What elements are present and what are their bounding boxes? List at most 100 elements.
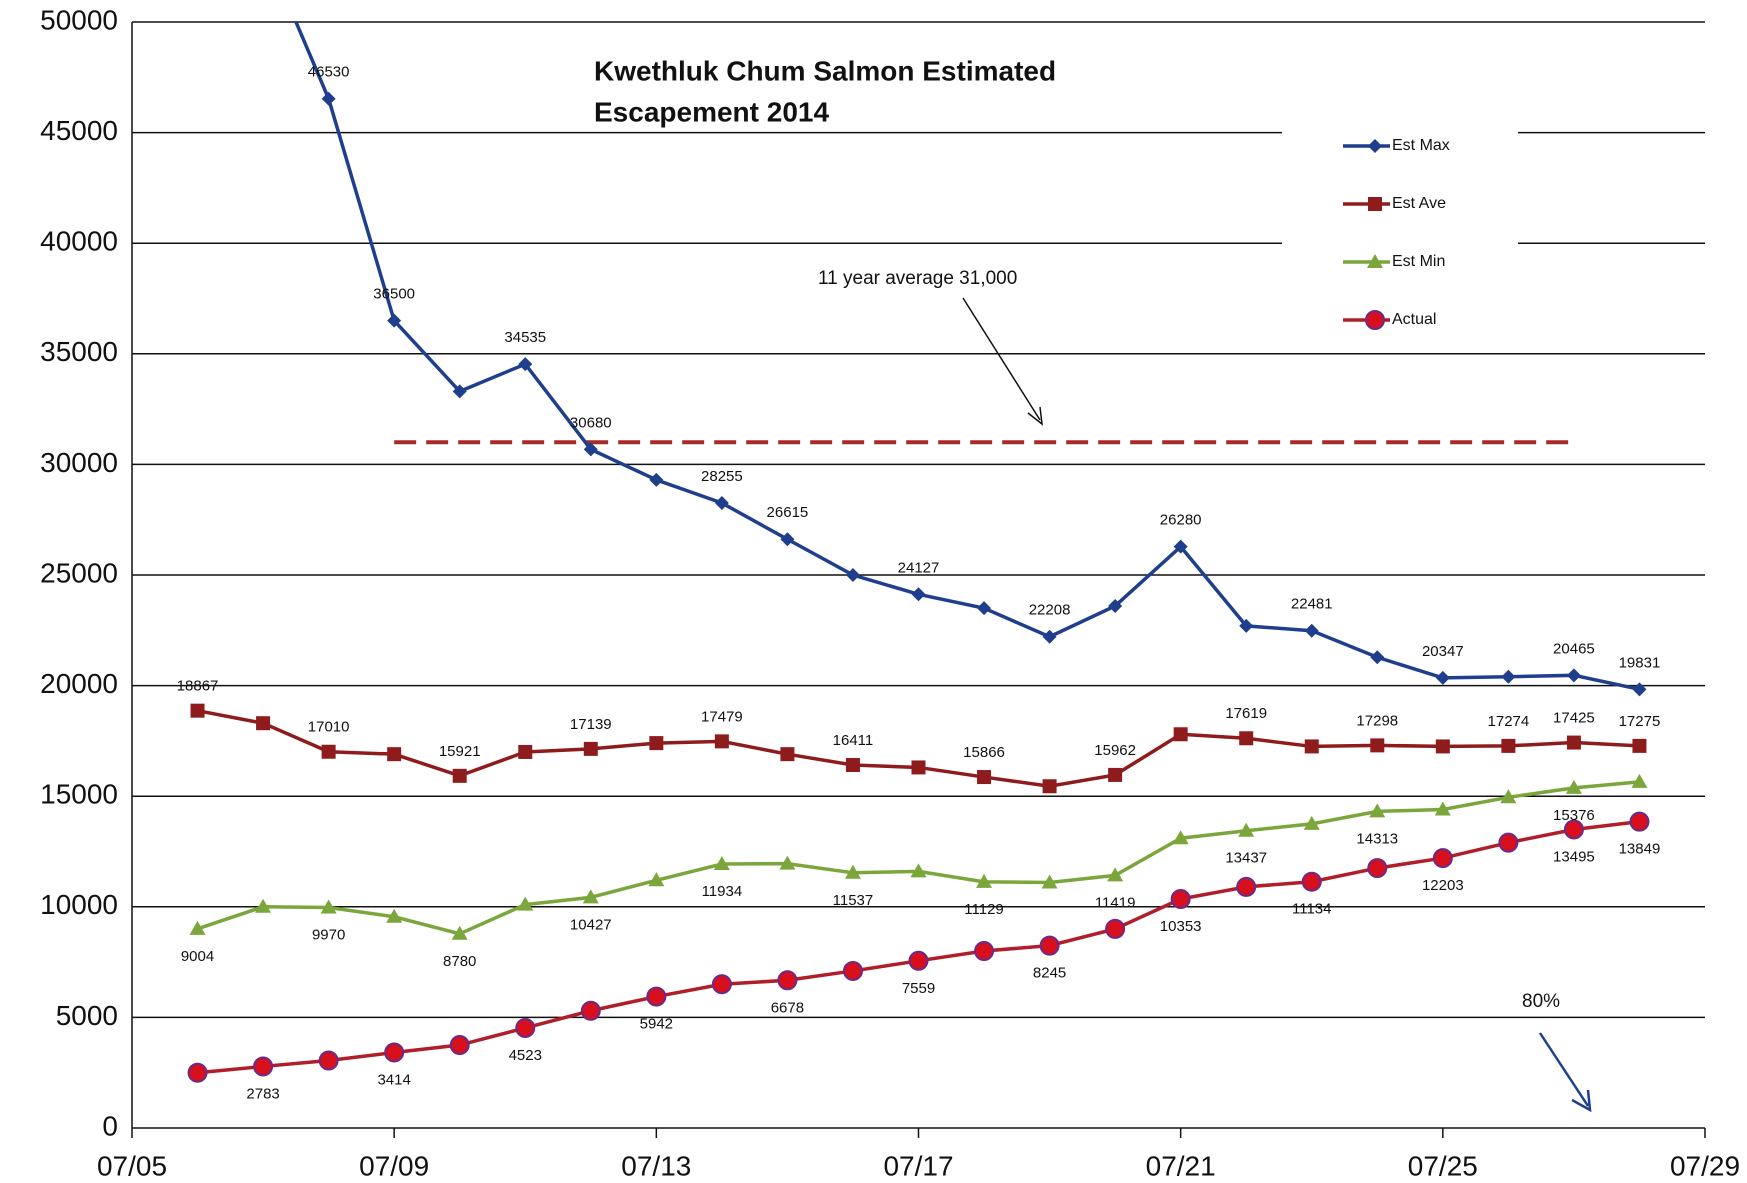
marker — [1500, 789, 1517, 804]
y-tick-label: 10000 — [40, 889, 118, 920]
data-label: 9970 — [312, 926, 345, 943]
data-label: 11419 — [1095, 894, 1136, 911]
marker — [518, 744, 533, 759]
marker — [777, 970, 798, 991]
marker — [648, 872, 665, 887]
legend: Est Max Est Ave Est Min Actual — [1343, 137, 1450, 330]
marker — [387, 747, 402, 762]
marker — [649, 472, 664, 487]
marker — [1368, 197, 1382, 211]
data-label: 11134 — [1292, 901, 1332, 918]
marker — [515, 1017, 536, 1038]
marker — [1435, 670, 1450, 685]
data-label: 5942 — [640, 1016, 673, 1033]
marker — [1108, 767, 1123, 782]
data-label: 15921 — [439, 743, 481, 760]
marker — [1566, 668, 1581, 683]
marker — [518, 357, 533, 372]
data-label: 34535 — [504, 329, 546, 346]
data-label: 15962 — [1094, 742, 1136, 759]
data-label: 36500 — [373, 286, 415, 303]
arrow-head — [1027, 406, 1043, 426]
marker — [646, 986, 667, 1007]
marker — [977, 770, 992, 785]
data-label: 17479 — [701, 708, 743, 725]
marker — [1105, 918, 1126, 939]
data-label: 17425 — [1553, 710, 1595, 727]
marker — [449, 1035, 470, 1056]
marker — [386, 908, 403, 923]
marker — [976, 873, 993, 888]
annotation-arrow — [962, 297, 1041, 421]
marker — [1501, 669, 1516, 684]
marker — [583, 442, 598, 457]
x-tick-label: 07/25 — [1408, 1150, 1478, 1181]
marker — [1368, 139, 1382, 153]
marker — [321, 91, 336, 106]
marker — [517, 896, 534, 911]
y-tick-label: 50000 — [40, 4, 118, 35]
marker — [1370, 650, 1385, 665]
marker — [908, 950, 929, 971]
data-label: 13849 — [1619, 841, 1661, 858]
marker — [780, 532, 795, 547]
data-label: 17619 — [1225, 705, 1267, 722]
data-label: 7559 — [902, 980, 935, 997]
series-line — [294, 22, 1640, 692]
marker — [582, 889, 599, 904]
marker — [1432, 848, 1453, 869]
marker — [1304, 739, 1319, 754]
marker — [911, 587, 926, 602]
marker — [1042, 779, 1057, 794]
marker — [1367, 858, 1388, 879]
marker — [714, 734, 729, 749]
marker — [190, 703, 205, 718]
chart-title: Escapement 2014 — [594, 96, 829, 127]
marker — [1042, 629, 1057, 644]
marker — [253, 1056, 274, 1077]
data-label: 14313 — [1356, 830, 1398, 847]
legend-label: Est Ave — [1392, 195, 1446, 212]
marker — [649, 736, 664, 751]
marker — [1629, 811, 1650, 832]
data-label: 11537 — [833, 892, 874, 909]
data-label: 20347 — [1422, 643, 1464, 660]
x-tick-label: 07/17 — [883, 1150, 953, 1181]
marker — [187, 1062, 208, 1083]
marker — [1238, 822, 1255, 837]
data-label: 4523 — [509, 1047, 542, 1064]
marker — [1367, 254, 1383, 268]
y-tick-label: 25000 — [40, 557, 118, 588]
data-label: 15866 — [963, 744, 1005, 761]
series-line — [196, 780, 1640, 936]
marker — [977, 601, 992, 616]
marker — [1498, 832, 1519, 853]
data-label: 26280 — [1160, 512, 1202, 529]
marker — [320, 899, 337, 914]
marker — [451, 925, 468, 940]
data-label: 30680 — [570, 414, 612, 431]
marker — [318, 1050, 339, 1071]
data-label: 24127 — [898, 559, 940, 576]
marker — [1563, 819, 1584, 840]
marker — [1173, 539, 1188, 554]
marker — [1108, 598, 1123, 613]
marker — [910, 863, 927, 878]
data-label: 19831 — [1619, 654, 1661, 671]
marker — [1107, 867, 1124, 882]
data-label: 16411 — [833, 732, 874, 749]
marker — [1236, 876, 1257, 897]
marker — [842, 960, 863, 981]
marker — [1631, 773, 1648, 788]
marker — [713, 856, 730, 871]
y-tick-label: 20000 — [40, 668, 118, 699]
legend-label: Actual — [1392, 311, 1436, 328]
marker — [1039, 935, 1060, 956]
marker — [845, 757, 860, 772]
marker — [1632, 682, 1647, 697]
data-label: 18867 — [177, 678, 219, 695]
marker — [580, 1000, 601, 1021]
data-label: 17139 — [570, 716, 612, 733]
arrow-head — [1571, 1089, 1592, 1113]
data-label: 20465 — [1553, 640, 1595, 657]
